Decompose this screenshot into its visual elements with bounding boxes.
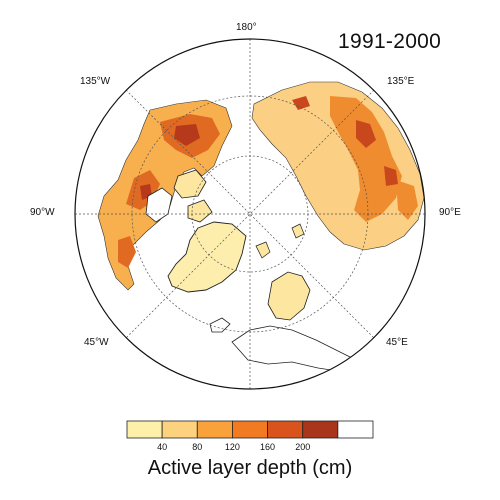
lon-label-135e: 135°E	[387, 76, 415, 87]
period-title: 1991-2000	[338, 30, 442, 53]
colorbar-tick-label: 80	[192, 442, 203, 452]
colorbar-swatch	[302, 420, 339, 439]
map-border	[74, 38, 426, 390]
colorbar-swatch	[267, 420, 304, 439]
colorbar-swatch	[126, 420, 163, 439]
lon-label-180: 180°	[236, 22, 257, 33]
colorbar-tick-label: 160	[260, 442, 276, 452]
lon-label-135w: 135°W	[80, 76, 111, 87]
meridian-45	[125, 89, 375, 339]
svalbard-outline	[255, 223, 305, 259]
scandinavia-outline	[267, 271, 311, 321]
colorbar-swatch	[337, 420, 374, 439]
graticule	[75, 39, 425, 389]
colorbar-title: Active layer depth (cm)	[147, 457, 353, 479]
meridian-135	[125, 89, 375, 339]
arctic-archipelago	[173, 169, 213, 223]
lon-label-45w: 45°W	[84, 337, 109, 348]
colorbar-tick-label: 40	[157, 442, 168, 452]
north-america-dark-zone	[140, 124, 200, 200]
colorbar-tick-label: 200	[295, 442, 311, 452]
eurasia-deep-zone	[330, 96, 418, 222]
lon-label-45e: 45°E	[386, 337, 408, 348]
colorbar-swatch	[161, 420, 198, 439]
colorbar-tick-label: 120	[224, 442, 240, 452]
eurasia-dark-zone	[292, 96, 398, 186]
lon-label-90w: 90°W	[30, 207, 55, 218]
colorbar-swatch	[196, 420, 233, 439]
colorbar-swatch	[232, 420, 268, 439]
lon-label-90e: 90°E	[439, 207, 461, 218]
colorbar	[126, 420, 374, 439]
iceland-outline	[209, 317, 231, 333]
north-america-deep-zone	[118, 114, 220, 268]
